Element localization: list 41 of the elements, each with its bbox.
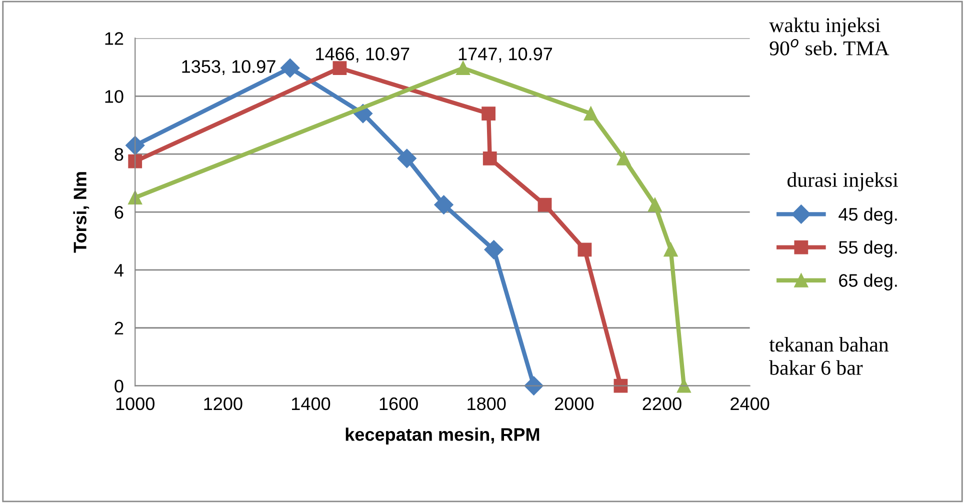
legend-title: durasi injeksi [787,172,898,192]
x-tick-label: 2000 [555,397,594,410]
point [456,61,470,76]
y-tick-label: 12 [105,32,124,45]
x-tick-label: 1000 [116,397,154,410]
y-tick-label: 8 [114,148,124,161]
x-tick-label: 1600 [380,397,418,410]
y-tick-label: 10 [105,90,124,103]
text: tekanan bahan bakar 6 bar [769,337,889,375]
y-tick-label: 0 [114,380,124,393]
point [584,106,598,120]
x-tick-label: 1400 [292,397,330,410]
annotation: 1466, 10.97 [316,48,410,62]
x-tick-label: 2400 [730,397,770,410]
point [648,198,662,212]
legend-label: 65 deg. [839,274,897,290]
point [616,151,631,166]
y-tick-label: 2 [114,322,124,334]
point [397,148,416,168]
x-tick-label: 1200 [204,397,242,410]
y-tick-label: 4 [114,264,124,276]
point [578,242,592,257]
point [484,240,504,260]
annotation: 1353, 10.97 [182,60,276,76]
point [482,151,497,166]
point [664,242,678,257]
point [280,58,300,78]
legend-label: 55 deg. [838,240,897,258]
point [126,136,145,155]
text: waktu injeksi 90$^{o}$ seb. TMA [769,18,890,56]
x-tick-label: 2200 [642,397,682,410]
point [128,154,142,168]
legend-label: 45 deg. [838,207,897,224]
point [434,195,454,214]
point [538,198,552,212]
annotation: 1747, 10.97 [458,48,552,62]
x-axis-title: kecepatan mesin, RPM [346,428,540,444]
point [482,106,496,120]
x-tick-label: 1800 [468,397,506,410]
y-axis-title: Torsi, Nm [73,172,90,253]
y-tick-label: 6 [114,206,124,219]
